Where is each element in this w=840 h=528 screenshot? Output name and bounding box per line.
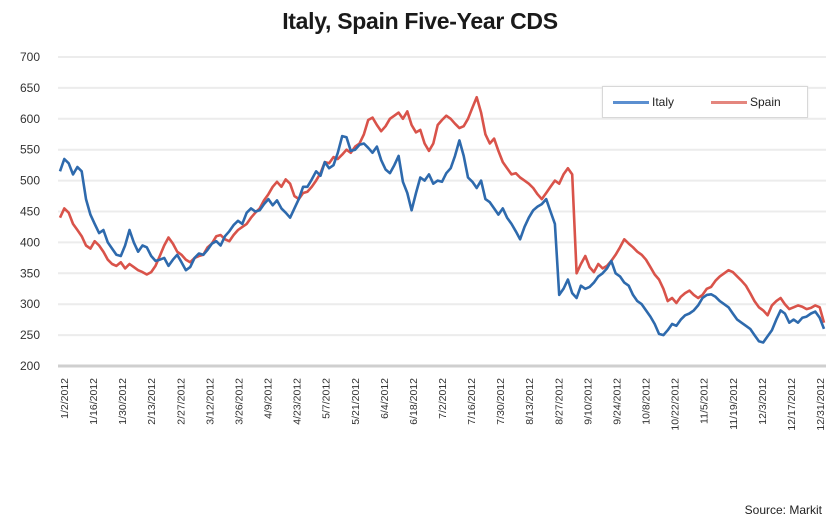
x-tick-label: 11/5/2012 xyxy=(699,378,711,424)
x-tick-label: 3/26/2012 xyxy=(233,378,245,425)
x-tick-label: 1/2/2012 xyxy=(59,378,71,419)
legend-label-spain: Spain xyxy=(750,95,781,109)
x-tick-label: 2/13/2012 xyxy=(146,378,158,425)
x-tick-label: 9/24/2012 xyxy=(611,378,623,425)
x-tick-label: 12/31/2012 xyxy=(815,378,827,431)
x-tick-label: 8/13/2012 xyxy=(524,378,536,425)
x-tick-label: 10/8/2012 xyxy=(641,378,653,425)
source-note: Source: Markit xyxy=(744,503,822,517)
x-tick-label: 8/27/2012 xyxy=(553,378,565,425)
y-tick-label: 700 xyxy=(20,50,40,64)
legend: Italy Spain xyxy=(602,86,808,118)
series-line-italy xyxy=(58,134,826,344)
y-tick-label: 400 xyxy=(20,235,40,249)
legend-item-italy: Italy xyxy=(613,94,674,110)
x-tick-label: 2/27/2012 xyxy=(175,378,187,425)
x-tick-label: 4/9/2012 xyxy=(263,378,275,419)
y-tick-label: 250 xyxy=(20,328,40,342)
x-tick-label: 12/3/2012 xyxy=(757,378,769,425)
y-tick-label: 550 xyxy=(20,143,40,157)
x-tick-label: 5/7/2012 xyxy=(321,378,333,419)
y-tick-label: 500 xyxy=(20,174,40,188)
x-tick-label: 6/18/2012 xyxy=(408,378,420,425)
y-tick-label: 350 xyxy=(20,266,40,280)
x-tick-label: 10/22/2012 xyxy=(670,378,682,431)
y-tick-label: 200 xyxy=(20,359,40,373)
x-tick-label: 7/16/2012 xyxy=(466,378,478,425)
x-tick-label: 3/12/2012 xyxy=(204,378,216,425)
y-tick-label: 300 xyxy=(20,297,40,311)
legend-swatch-italy xyxy=(613,101,649,105)
x-tick-label: 7/2/2012 xyxy=(437,378,449,419)
x-tick-label: 6/4/2012 xyxy=(379,378,391,419)
legend-label-italy: Italy xyxy=(652,95,675,109)
x-axis-ticks: 1/2/2012 1/16/2012 1/30/2012 2/13/2012 2/27/… xyxy=(59,378,827,431)
legend-item-spain: Spain xyxy=(711,94,781,110)
x-tick-label: 1/30/2012 xyxy=(117,378,129,425)
x-tick-label: 5/21/2012 xyxy=(350,378,362,425)
y-tick-label: 450 xyxy=(20,205,40,219)
series-lines xyxy=(58,95,826,344)
y-axis-ticks: 200 250 300 350 400 450 500 550 600 650 700 xyxy=(20,50,40,373)
x-tick-label: 7/30/2012 xyxy=(495,378,507,425)
x-tick-label: 11/19/2012 xyxy=(728,378,740,430)
legend-swatch-spain xyxy=(711,101,747,105)
x-tick-label: 12/17/2012 xyxy=(786,378,798,431)
series-line-spain xyxy=(58,95,826,324)
chart-title: Italy, Spain Five-Year CDS xyxy=(282,8,558,34)
y-tick-label: 650 xyxy=(20,81,40,95)
x-tick-label: 1/16/2012 xyxy=(88,378,100,425)
y-tick-label: 600 xyxy=(20,112,40,126)
x-tick-label: 9/10/2012 xyxy=(582,378,594,425)
x-tick-label: 4/23/2012 xyxy=(292,378,304,425)
